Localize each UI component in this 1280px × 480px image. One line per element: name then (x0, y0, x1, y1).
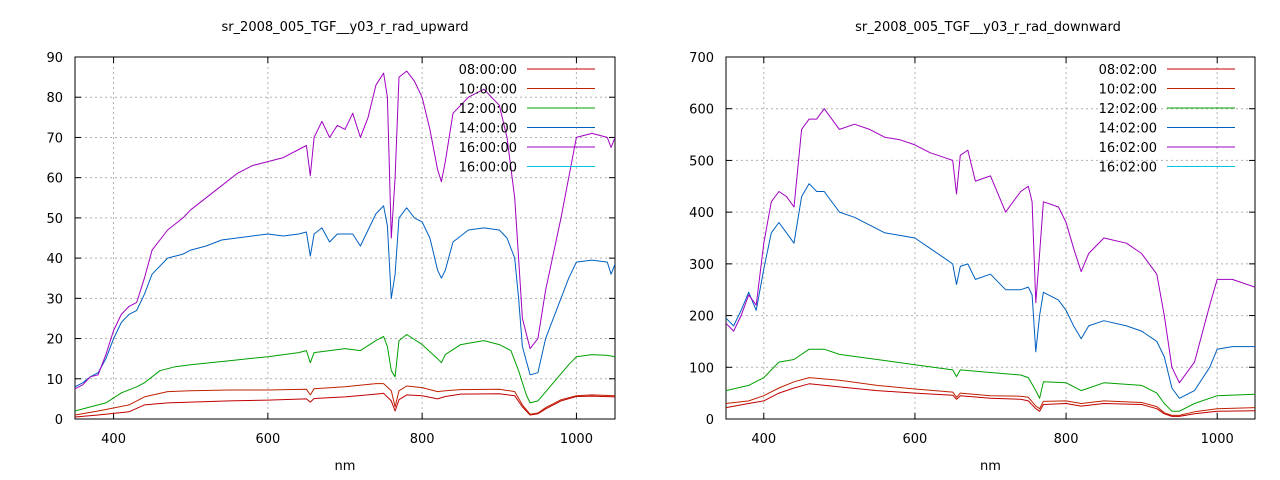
series-line-3 (726, 348, 1255, 412)
legend-label: 16:02:00 (1099, 161, 1157, 176)
x-tick-label: 400 (101, 432, 126, 447)
y-tick-label: 100 (689, 361, 714, 376)
x-tick-label: 800 (410, 432, 435, 447)
legend-label: 12:00:00 (459, 102, 517, 117)
y-tick-label: 70 (46, 131, 63, 146)
y-tick-label: 0 (55, 413, 63, 428)
series-line-1 (75, 392, 615, 418)
y-tick-label: 40 (46, 252, 63, 267)
y-tick-label: 10 (46, 373, 63, 388)
y-tick-label: 30 (46, 292, 63, 307)
chart-title: sr_2008_005_TGF__y03_r_rad_upward (221, 20, 468, 35)
legend-label: 08:02:00 (1099, 63, 1157, 78)
plot-frame (74, 56, 616, 420)
legend-label: 14:02:00 (1099, 122, 1157, 137)
y-tick-label: 0 (706, 413, 714, 428)
y-tick-label: 50 (46, 212, 63, 227)
legend-label: 10:02:00 (1099, 83, 1157, 98)
series-line-1 (726, 383, 1255, 417)
legend-label: 14:00:00 (459, 122, 517, 137)
chart-panel-1: sr_2008_005_TGF__y03_r_rad_upward 0 10 20 30… (46, 20, 616, 474)
y-tick-label: 700 (689, 51, 714, 66)
legend-label: 08:00:00 (459, 63, 517, 78)
y-tick-label: 500 (689, 154, 714, 169)
x-tick-label: 400 (751, 432, 776, 447)
y-tick-label: 400 (689, 206, 714, 221)
x-tick-label: 800 (1054, 432, 1079, 447)
y-tick-label: 300 (689, 258, 714, 273)
x-tick-label: 600 (903, 432, 928, 447)
chart-panel-2: sr_2008_005_TGF__y03_r_rad_downward 0 100 2… (689, 20, 1256, 474)
x-tick-label: 1000 (1201, 432, 1234, 447)
series-line-2 (75, 383, 615, 416)
x-tick-label: 1000 (560, 432, 593, 447)
x-axis-label: nm (335, 459, 356, 474)
y-tick-label: 200 (689, 310, 714, 325)
x-axis-label: nm (980, 459, 1001, 474)
y-tick-label: 20 (46, 333, 63, 348)
legend-label: 12:02:00 (1099, 102, 1157, 117)
series-line-4 (75, 205, 615, 388)
legend-label: 16:02:00 (1099, 141, 1157, 156)
y-tick-label: 60 (46, 172, 63, 187)
y-tick-label: 80 (46, 91, 63, 106)
y-tick-label: 90 (46, 51, 63, 66)
legend-label: 16:00:00 (459, 141, 517, 156)
series-line-5 (75, 70, 615, 390)
series-line-4 (726, 183, 1255, 399)
series-line-5 (726, 108, 1255, 384)
series-line-3 (75, 334, 615, 412)
y-tick-label: 600 (689, 103, 714, 118)
x-tick-label: 600 (255, 432, 280, 447)
legend-label: 10:00:00 (459, 83, 517, 98)
plot-frame (725, 56, 1256, 420)
legend-label: 16:00:00 (459, 161, 517, 176)
series-line-2 (726, 377, 1255, 416)
chart-title: sr_2008_005_TGF__y03_r_rad_downward (855, 20, 1121, 35)
